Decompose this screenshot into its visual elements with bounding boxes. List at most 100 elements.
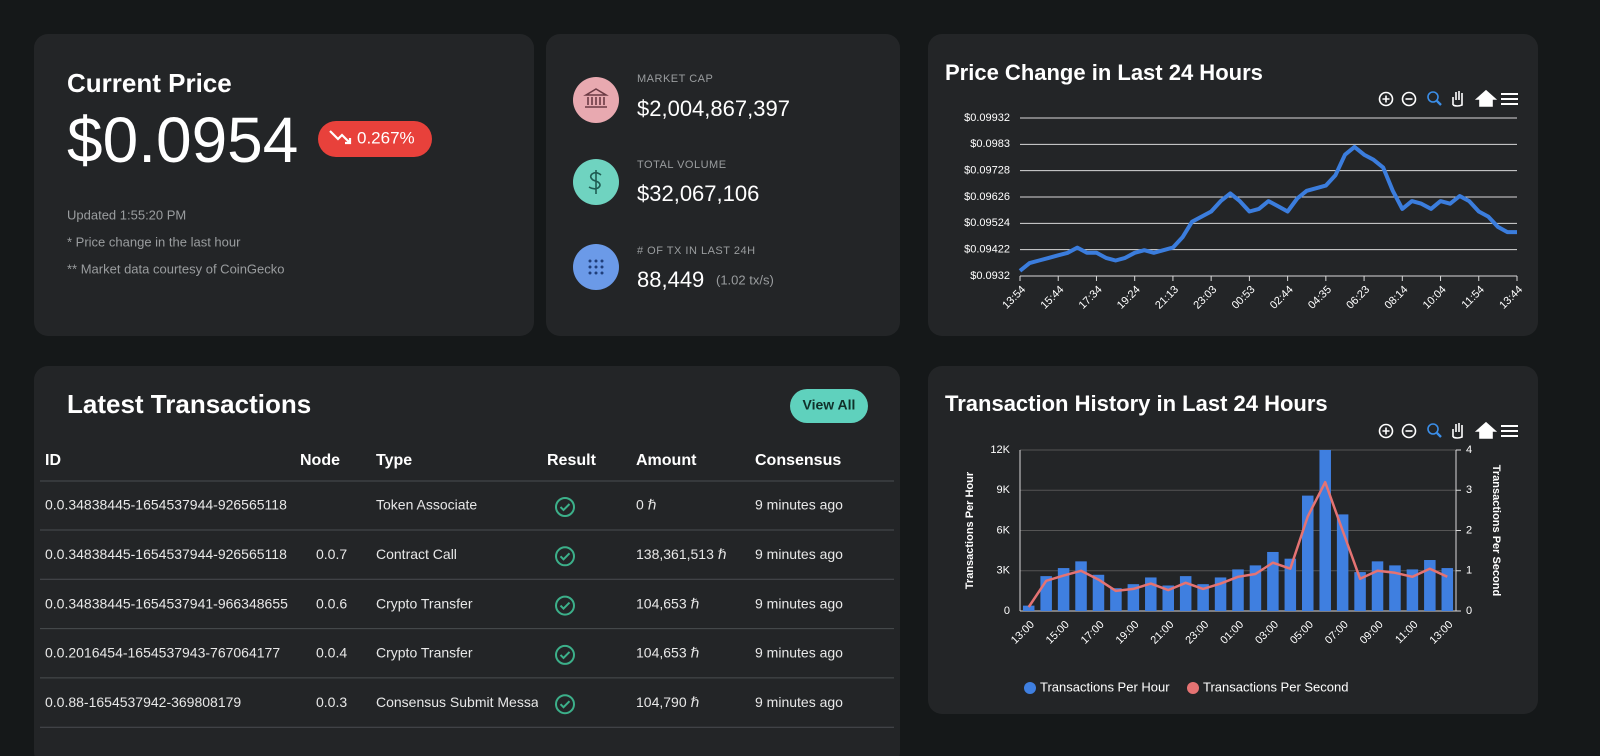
bar: [1267, 551, 1279, 611]
pan-icon: [1452, 91, 1463, 107]
zoom-in-icon: [1378, 423, 1394, 439]
grid-glyph: [588, 259, 604, 275]
dollar-glyph: [588, 170, 602, 194]
view-all-button[interactable]: [790, 389, 868, 423]
tx-type: Token Associate: [376, 497, 477, 513]
stat-extra: (1.02 tx/s): [716, 272, 774, 287]
y-tick-label: 6K: [997, 524, 1011, 536]
column-header: ID: [45, 452, 61, 469]
zoom-in-icon: [1382, 427, 1390, 435]
chart-toolbar: [1378, 421, 1518, 439]
note: ** Market data courtesy of CoinGecko: [67, 261, 285, 276]
chart-toolbar: [1378, 89, 1518, 107]
tx-id: 0.0.34838445-1654537944-926565118: [45, 546, 287, 562]
y-tick-label: $0.09524: [964, 217, 1010, 229]
stat-value: $2,004,867,397: [637, 96, 790, 121]
bar: [1424, 560, 1436, 611]
tx-amount: 104,653 ℏ: [636, 595, 699, 611]
result-icon: [559, 700, 571, 709]
chart-title: Transaction History in Last 24 Hours: [945, 391, 1328, 416]
y-tick-label: $0.09422: [964, 244, 1010, 256]
y-axis-title: Transactions Per Hour: [964, 471, 976, 589]
card-title: Current Price: [67, 68, 232, 98]
y2-tick-label: 4: [1466, 444, 1472, 456]
stat-label: # OF TX IN LAST 24H: [637, 245, 756, 257]
menu-icon: [1501, 425, 1518, 437]
result-icon: [555, 497, 575, 517]
result-icon: [555, 595, 575, 616]
bar: [1057, 568, 1070, 611]
y-tick-label: 12K: [990, 444, 1010, 456]
bar: [1127, 584, 1140, 611]
bar: [1336, 514, 1349, 611]
bar: [1092, 574, 1105, 611]
change-badge: [318, 121, 432, 157]
price-card: [34, 34, 534, 336]
tx-node: 0.0.7: [316, 546, 347, 562]
tx-id: 0.0.2016454-1654537943-767064177: [45, 645, 280, 661]
stat-label: MARKET CAP: [637, 73, 713, 85]
column-header: Result: [547, 452, 597, 469]
bar: [1406, 569, 1419, 611]
tx-consensus: 9 minutes ago: [755, 595, 843, 611]
bar: [1110, 588, 1122, 611]
tx-type: Contract Call: [376, 546, 457, 562]
price-line: [1018, 144, 1517, 273]
zoom-icon: [1427, 423, 1439, 435]
bar: [1075, 561, 1087, 611]
pan-icon: [1452, 423, 1463, 439]
column-header: Consensus: [755, 452, 841, 469]
tx-id: 0.0.88-1654537942-369808179: [45, 694, 241, 710]
legend-swatch: [1187, 682, 1199, 694]
y2-tick-label: 3: [1466, 484, 1472, 496]
down-icon: [329, 130, 352, 145]
tx-type: Consensus Submit Message: [376, 694, 554, 710]
bar: [1249, 565, 1262, 611]
y-tick-label: 0: [1004, 605, 1010, 617]
tx-consensus: 9 minutes ago: [755, 546, 843, 562]
legend-label: Transactions Per Second: [1203, 679, 1348, 694]
y-tick-label: $0.09626: [964, 191, 1010, 203]
transactions-card: [34, 366, 900, 756]
bar: [1145, 577, 1157, 611]
tx-chart-card: [928, 366, 1538, 714]
bar: [1284, 558, 1297, 611]
y2-tick-label: 1: [1466, 565, 1472, 577]
view-all-label[interactable]: View All: [803, 397, 856, 413]
bar: [1302, 495, 1314, 611]
bar: [1162, 585, 1174, 611]
bar: [1441, 568, 1454, 611]
column-header: Type: [376, 452, 412, 469]
legend-label: Transactions Per Hour: [1040, 679, 1170, 694]
bar: [1214, 577, 1227, 611]
bar: [1040, 576, 1052, 611]
zoom-in-icon: [1378, 91, 1394, 107]
tx-node: 0.0.4: [316, 645, 347, 661]
result-icon: [555, 546, 575, 567]
column-header: Node: [300, 452, 340, 469]
change: 0.267%: [357, 128, 415, 147]
tx-consensus: 9 minutes ago: [755, 694, 843, 710]
result-icon: [559, 552, 571, 561]
y2-tick-label: 0: [1466, 605, 1472, 617]
y-tick-label: $0.0932: [970, 270, 1010, 282]
result-icon: [559, 651, 571, 660]
zoom-out-icon: [1401, 91, 1417, 107]
result-icon: [555, 644, 575, 665]
zoom-icon: [1427, 91, 1439, 103]
zoom-icon: [1436, 432, 1442, 438]
tx-id: 0.0.34838445-1654537944-926565118: [45, 497, 287, 513]
bar: [1389, 565, 1401, 611]
bar: [1354, 572, 1366, 611]
stat-value: $32,067,106: [637, 181, 759, 206]
y2-tick-label: 2: [1466, 524, 1472, 536]
y-tick-label: $0.0983: [970, 138, 1010, 150]
zoom-in-icon: [1382, 95, 1390, 103]
home-icon: [1474, 89, 1498, 107]
legend-swatch: [1024, 682, 1036, 694]
y-tick-label: 9K: [997, 484, 1011, 496]
tx-node: 0.0.3: [316, 694, 347, 710]
column-header: Amount: [636, 452, 697, 469]
tx-amount: 138,361,513 ℏ: [636, 546, 727, 562]
